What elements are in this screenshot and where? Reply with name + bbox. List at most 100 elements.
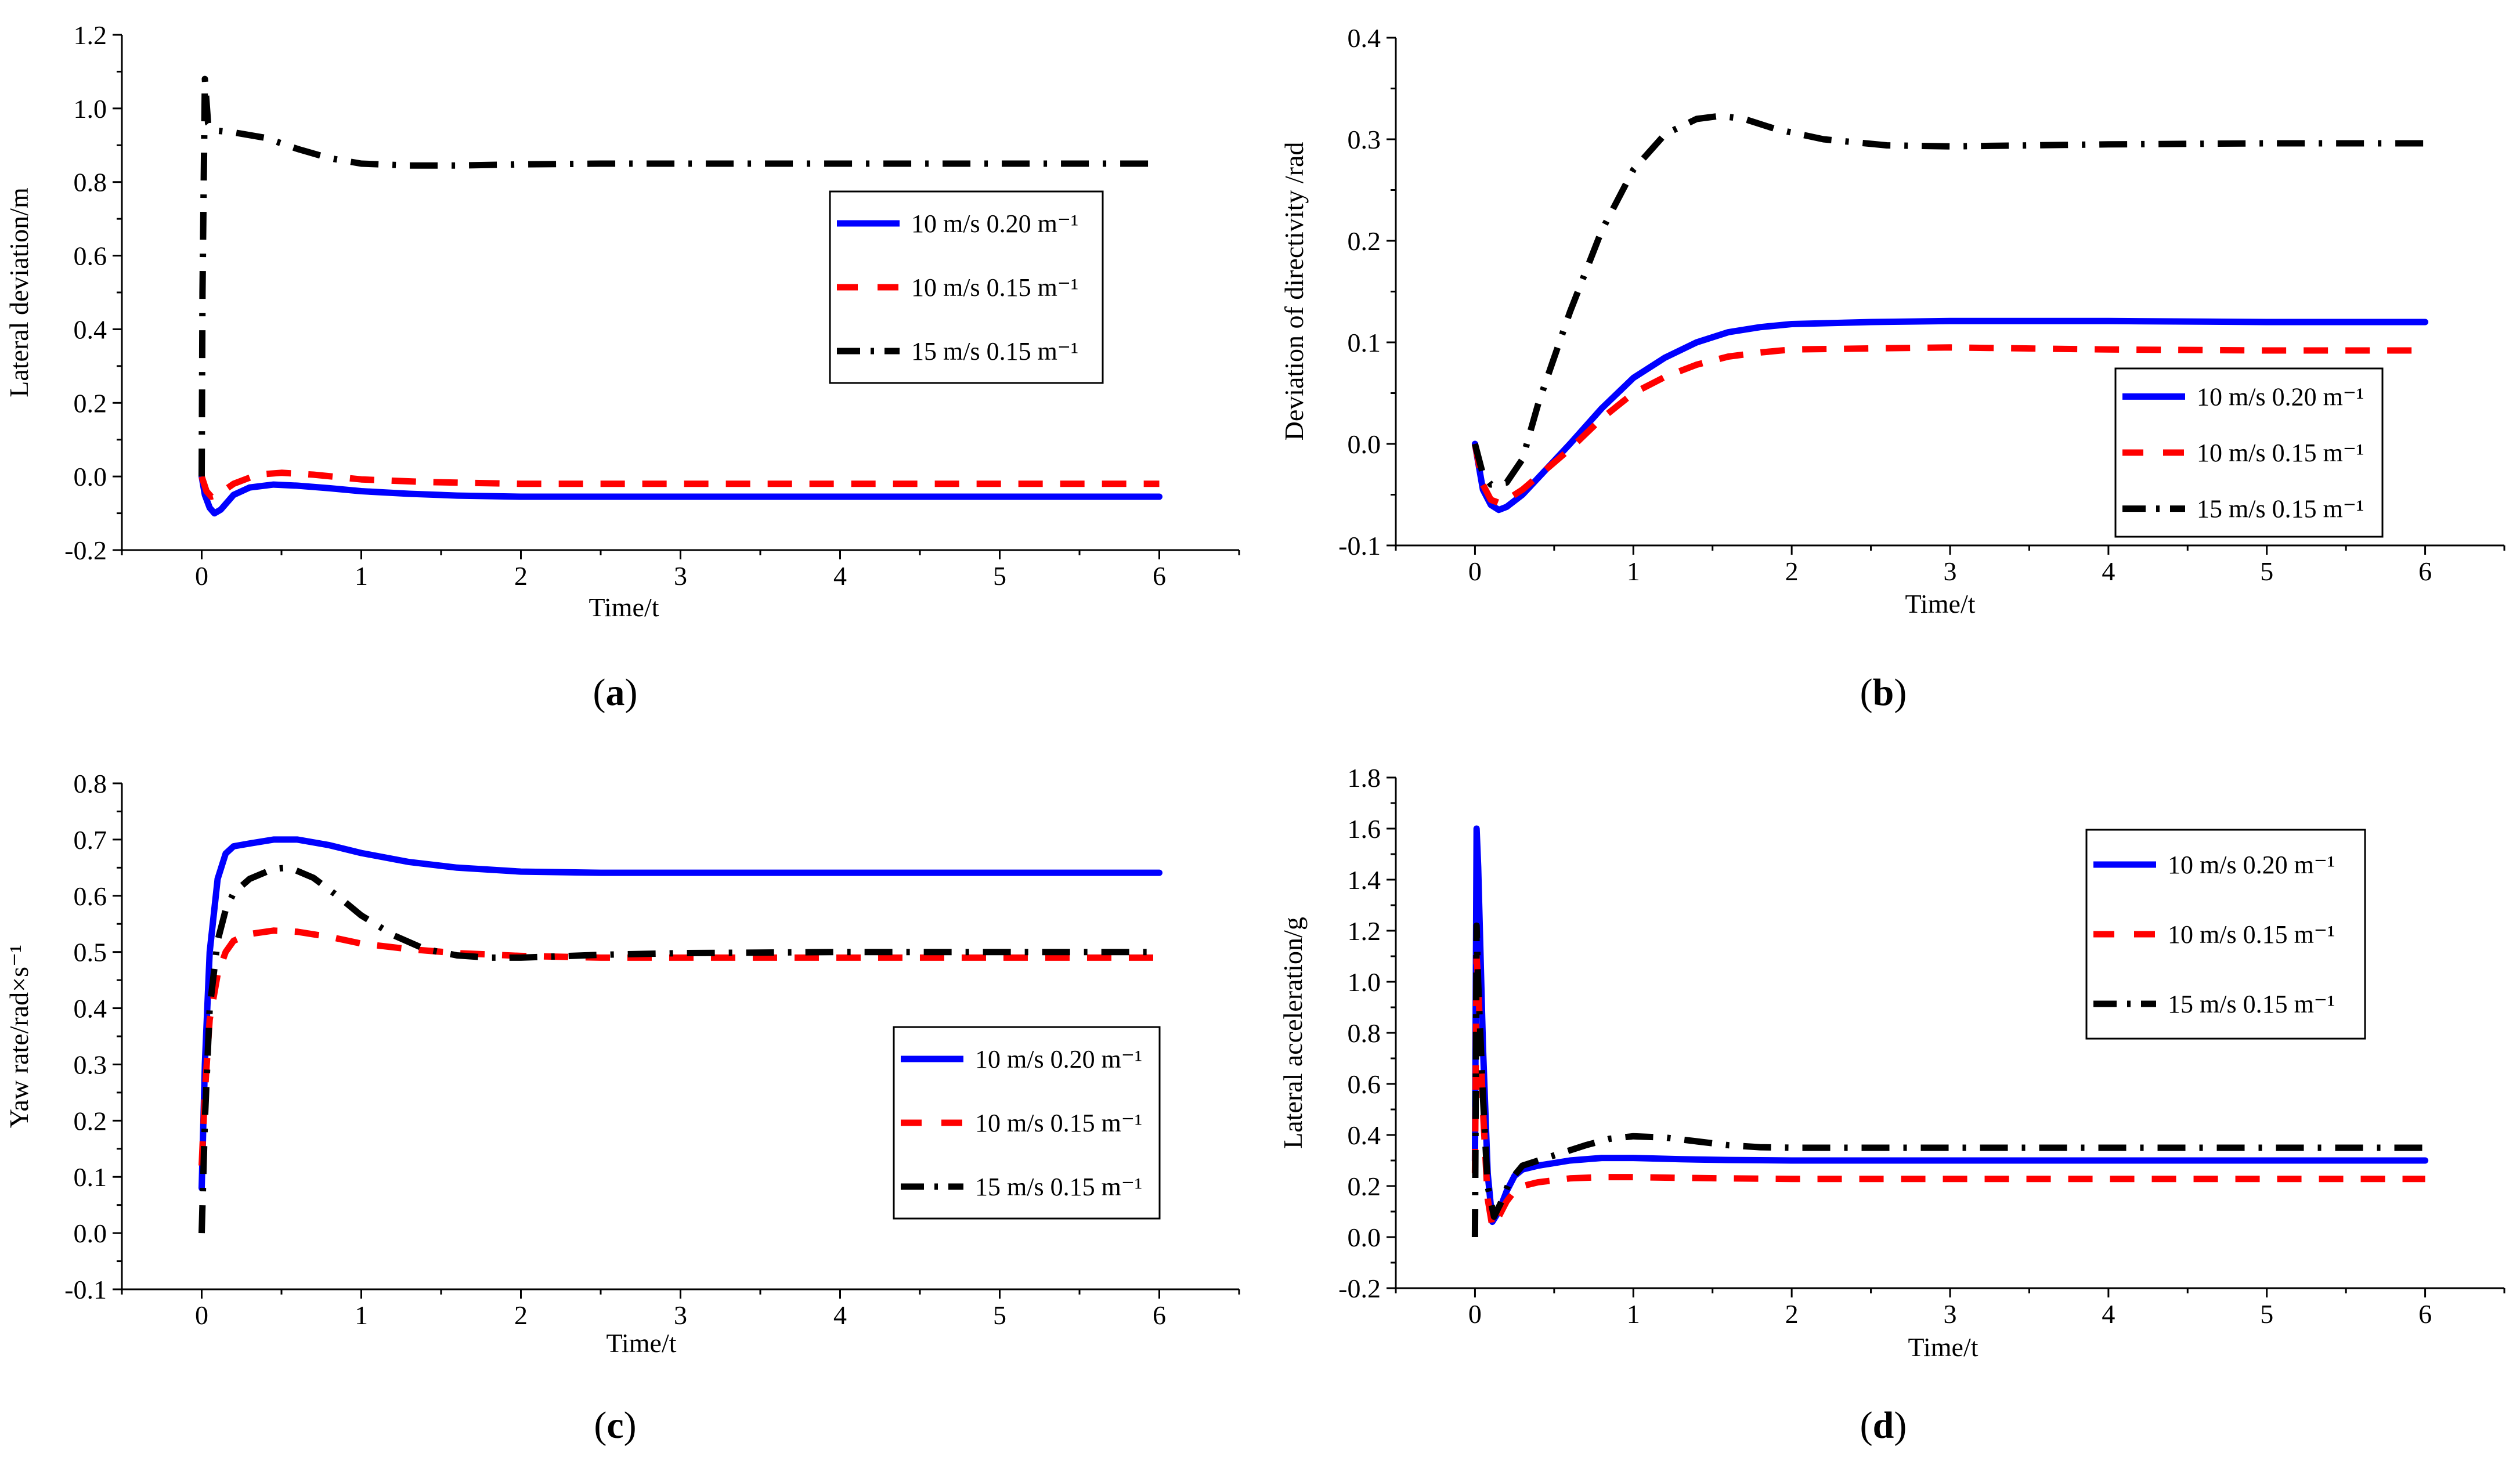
caption-letter: d — [1873, 1404, 1894, 1447]
y-tick-label: 0.0 — [1348, 1223, 1381, 1252]
x-tick-label: 4 — [833, 1300, 847, 1330]
legend-label-3: 15 m/s 0.15 m⁻¹ — [2197, 495, 2364, 523]
legend-label-2: 10 m/s 0.15 m⁻¹ — [975, 1109, 1142, 1137]
caption-open: ( — [1860, 671, 1873, 714]
x-tick-label: 4 — [833, 561, 847, 591]
x-tick-label: 1 — [1627, 1299, 1640, 1329]
x-axis-title: Time/t — [1905, 589, 1975, 619]
x-tick-label: 1 — [355, 561, 368, 591]
y-tick-label: 0.3 — [1348, 125, 1381, 154]
y-axis-title: Lateral deviation/m — [4, 187, 34, 397]
y-tick-label: 0.0 — [74, 462, 107, 491]
panel-d: -0.2 0.0 0.2 0.4 0.6 0.8 1.0 1.2 1.4 1.6 1.8 0 1 2 3 4 5… — [1278, 763, 2505, 1447]
x-tick-label: 2 — [514, 1300, 528, 1330]
y-tick-label: -0.1 — [64, 1275, 107, 1304]
legend-label-2: 10 m/s 0.15 m⁻¹ — [911, 273, 1078, 302]
panel-caption: (a) — [593, 671, 638, 714]
y-tick-label: 0.8 — [74, 168, 107, 197]
x-tick-label: 3 — [674, 1300, 687, 1330]
x-tick-label: 0 — [195, 1300, 208, 1330]
panel-a: -0.2 0.0 0.2 0.4 0.6 0.8 1.0 1.2 0 1 2 3 4 5 6 Time/t La… — [4, 20, 1240, 714]
x-tick-label: 6 — [2418, 1299, 2432, 1329]
panel-caption: (b) — [1860, 671, 1907, 714]
series-group — [1471, 825, 2429, 1238]
series-line-1 — [1471, 317, 2429, 514]
y-tick-label: 0.1 — [1348, 328, 1381, 357]
series-group — [198, 75, 1162, 517]
series-line-3 — [1472, 113, 2425, 488]
x-tick-label: 6 — [1153, 561, 1166, 591]
x-tick-label: 5 — [993, 1300, 1006, 1330]
y-tick-label: 0.4 — [1348, 23, 1381, 53]
caption-close: ) — [1894, 1404, 1907, 1447]
series-line-3 — [198, 864, 1160, 1234]
y-tick-label: 0.5 — [74, 938, 107, 967]
x-tick-label: 5 — [2260, 1299, 2273, 1329]
x-tick-label: 3 — [1944, 1299, 1957, 1329]
caption-close: ) — [1894, 671, 1907, 714]
y-tick-label: 0.2 — [74, 388, 107, 418]
x-tick-label: 2 — [1785, 556, 1799, 586]
y-tick-label: 1.2 — [1348, 916, 1381, 946]
series-line-2 — [198, 469, 1160, 500]
series-line-2 — [1472, 344, 2425, 506]
legend-label-1: 10 m/s 0.20 m⁻¹ — [2197, 382, 2364, 411]
legend: 10 m/s 0.20 m⁻¹ 10 m/s 0.15 m⁻¹ 15 m/s 0.1… — [829, 190, 1104, 384]
legend-label-2: 10 m/s 0.15 m⁻¹ — [2168, 920, 2335, 949]
panel-caption: (d) — [1860, 1404, 1907, 1447]
y-tick-label: 1.0 — [1348, 967, 1381, 997]
legend-label-1: 10 m/s 0.20 m⁻¹ — [2168, 851, 2335, 879]
y-tick-label: 0.0 — [1348, 429, 1381, 459]
y-tick-label: 0.4 — [1348, 1120, 1381, 1150]
legend-label-3: 15 m/s 0.15 m⁻¹ — [2168, 990, 2335, 1018]
y-axis-title: Yaw rate/rad×s⁻¹ — [4, 945, 34, 1128]
y-tick-label: -0.2 — [1338, 1274, 1381, 1303]
x-tick-label: 5 — [2260, 556, 2273, 586]
x-tick-label: 1 — [1627, 556, 1640, 586]
y-tick-label: 0.6 — [74, 881, 107, 911]
x-tick-label: 5 — [993, 561, 1006, 591]
y-tick-label: 0.4 — [74, 994, 107, 1024]
series-line-1 — [198, 836, 1162, 1192]
caption-open: ( — [594, 1404, 606, 1447]
legend-label-3: 15 m/s 0.15 m⁻¹ — [975, 1173, 1142, 1201]
legend-label-1: 10 m/s 0.20 m⁻¹ — [911, 209, 1078, 238]
y-tick-label: 1.6 — [1348, 814, 1381, 844]
y-tick-label: 0.2 — [74, 1106, 107, 1136]
caption-close: ) — [624, 1404, 637, 1447]
x-axis-title: Time/t — [606, 1328, 676, 1358]
x-tick-label: 0 — [1468, 556, 1482, 586]
y-tick-label: 1.2 — [74, 20, 107, 50]
x-tick-label: 0 — [1468, 1299, 1482, 1329]
panel-c: -0.1 0.0 0.1 0.2 0.3 0.4 0.5 0.6 0.7 0.8 0 1 2 3 4 5 6 Ti… — [4, 769, 1240, 1447]
x-tick-label: 4 — [2102, 556, 2115, 586]
x-tick-label: 1 — [355, 1300, 368, 1330]
caption-open: ( — [593, 671, 606, 714]
caption-letter: c — [606, 1404, 623, 1447]
caption-letter: a — [606, 671, 625, 714]
caption-close: ) — [625, 671, 638, 714]
y-tick-label: 0.6 — [1348, 1069, 1381, 1099]
y-tick-label: 1.0 — [74, 94, 107, 124]
y-tick-label: 0.0 — [74, 1219, 107, 1248]
y-axis-title: Deviation of directivity /rad — [1279, 142, 1309, 441]
y-tick-label: 0.3 — [74, 1050, 107, 1079]
y-tick-label: 1.8 — [1348, 763, 1381, 793]
x-tick-label: 6 — [1153, 1300, 1166, 1330]
series-line-2 — [1471, 953, 2425, 1230]
y-tick-label: 0.7 — [74, 825, 107, 855]
x-tick-label: 3 — [674, 561, 687, 591]
series-line-3 — [1471, 922, 2425, 1238]
y-tick-label: 0.8 — [74, 769, 107, 798]
legend-label-2: 10 m/s 0.15 m⁻¹ — [2197, 439, 2364, 467]
series-line-3 — [198, 75, 1160, 477]
y-tick-label: -0.1 — [1338, 531, 1381, 561]
x-tick-label: 6 — [2418, 556, 2432, 586]
x-tick-label: 4 — [2102, 1299, 2115, 1329]
caption-letter: b — [1873, 671, 1894, 714]
y-tick-label: 1.4 — [1348, 865, 1381, 895]
y-tick-label: 0.6 — [74, 241, 107, 271]
y-axis-title: Lateral acceleration/g — [1278, 917, 1308, 1149]
panel-b: -0.1 0.0 0.1 0.2 0.3 0.4 0 1 2 3 4 5 6 Time/t Deviatio… — [1279, 23, 2505, 714]
